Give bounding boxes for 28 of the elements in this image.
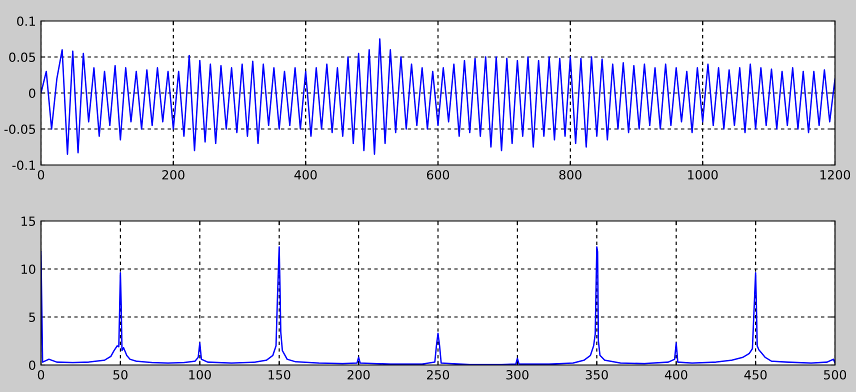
y-tick-label: -0.05 — [4, 124, 36, 134]
x-tick-label: 600 — [426, 170, 450, 180]
x-tick-label: 400 — [294, 170, 317, 180]
x-tick-label: 250 — [426, 370, 450, 380]
y-tick-label: 0 — [29, 360, 36, 370]
x-tick-label: 400 — [664, 370, 688, 380]
x-tick-label: 450 — [744, 370, 767, 380]
y-tick-label: 0 — [29, 88, 36, 98]
x-tick-label: 1000 — [688, 170, 718, 180]
x-tick-label: 100 — [189, 370, 211, 380]
y-tick-label: 5 — [29, 312, 36, 322]
x-tick-label: 300 — [506, 370, 528, 380]
x-tick-label: 800 — [559, 170, 582, 180]
x-tick-label: 50 — [113, 370, 128, 380]
y-tick-label: 15 — [22, 216, 36, 226]
x-tick-label: 350 — [586, 370, 608, 380]
x-tick-label: 0 — [38, 170, 44, 180]
x-tick-label: 150 — [268, 370, 290, 380]
x-tick-label: 200 — [348, 370, 370, 380]
y-tick-label: 10 — [22, 264, 36, 274]
y-tick-label: -0.1 — [12, 160, 35, 170]
y-tick-label: 0.1 — [17, 16, 35, 26]
x-tick-label: 500 — [824, 370, 846, 380]
x-tick-label: 200 — [162, 170, 184, 180]
line-series — [41, 38, 835, 155]
y-tick-label: 0.05 — [9, 52, 36, 62]
x-tick-label: 1200 — [820, 170, 850, 180]
x-tick-label: 0 — [38, 370, 44, 380]
